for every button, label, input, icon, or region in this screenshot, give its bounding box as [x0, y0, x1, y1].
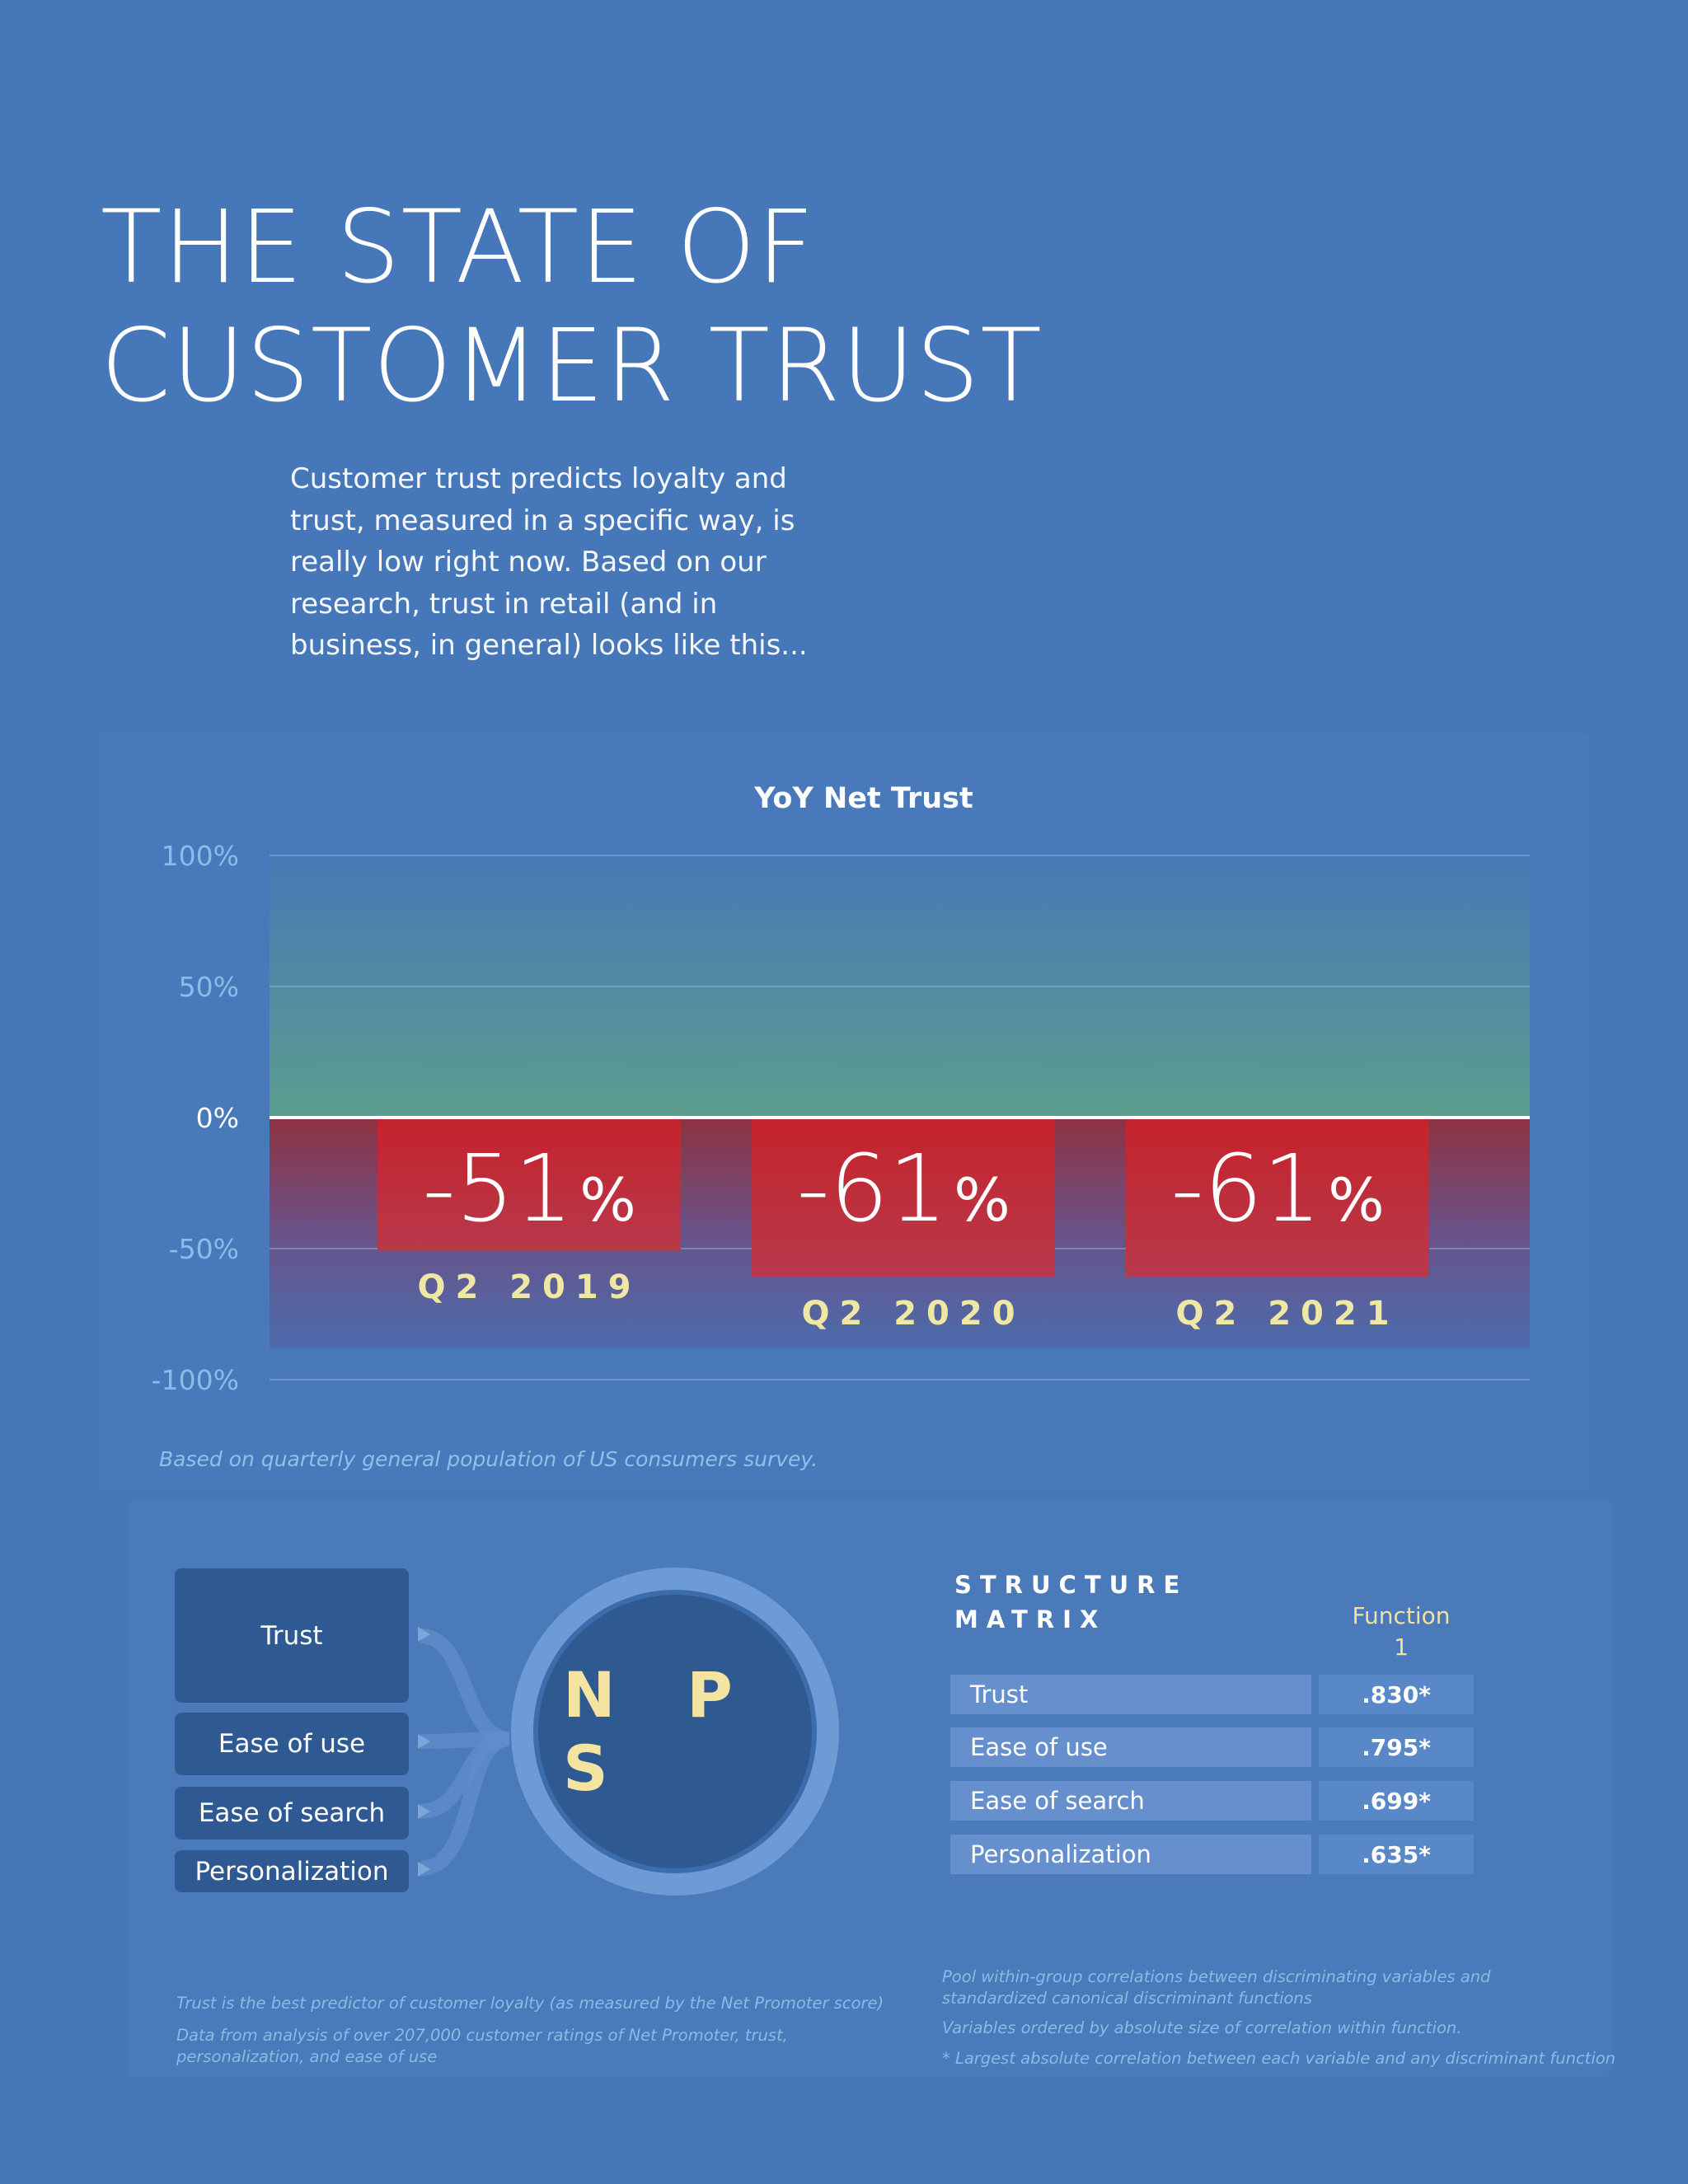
- bar-data-label-unit: %: [1328, 1165, 1384, 1235]
- y-tick-label: -50%: [169, 1233, 239, 1265]
- bar-data-label: -61%: [796, 1136, 1010, 1243]
- diagram-footnote-2: Data from analysis of over 207,000 custo…: [176, 2026, 788, 2066]
- bar-data-label-number: -61: [1170, 1136, 1321, 1243]
- matrix-row: Trust .830*: [950, 1675, 1474, 1714]
- flow-connectors: [419, 1629, 511, 1876]
- factor-ease-of-use: Ease of use: [175, 1713, 409, 1775]
- bar-data-label-unit: %: [579, 1165, 635, 1235]
- matrix-row: Ease of search .699*: [950, 1781, 1474, 1821]
- matrix-row-value: .830*: [1319, 1675, 1474, 1714]
- factor-personalization: Personalization: [175, 1850, 409, 1892]
- matrix-heading: STRUCTURE MATRIX: [954, 1568, 1188, 1637]
- chart-footnote: Based on quarterly general population of…: [159, 1447, 818, 1471]
- matrix-footnote-2: Variables ordered by absolute size of co…: [942, 2018, 1462, 2037]
- page-title-line-1: THE STATE OF: [101, 189, 816, 306]
- bar-data-label-unit: %: [954, 1165, 1010, 1235]
- bar: [377, 1119, 681, 1252]
- arrow-right-icon: [418, 1804, 430, 1819]
- factor-trust: Trust: [175, 1568, 409, 1703]
- matrix-row: Personalization .635*: [950, 1835, 1474, 1874]
- y-axis-ticks: 100% 50% 0% -50% -100%: [152, 840, 239, 1396]
- category-label: Q2 2019: [417, 1268, 640, 1306]
- matrix-footnote-3: * Largest absolute correlation between e…: [942, 2049, 1616, 2068]
- bar: [1126, 1119, 1429, 1277]
- matrix-row-label: Trust: [950, 1675, 1311, 1714]
- category-label: Q2 2020: [801, 1295, 1025, 1333]
- matrix-row-label: Ease of search: [950, 1781, 1311, 1821]
- bar: [752, 1119, 1055, 1277]
- y-tick-label: -100%: [152, 1364, 239, 1396]
- matrix-row-label: Ease of use: [950, 1727, 1311, 1767]
- arrow-right-icon: [418, 1734, 430, 1749]
- matrix-heading-line-2: MATRIX: [954, 1605, 1107, 1633]
- page-title: THE STATE OF CUSTOMER TRUST: [101, 188, 1043, 425]
- bars: -51 % Q2 2019 -61 % Q2 2020 -61 % Q2 2021: [377, 1119, 1429, 1333]
- bar-data-label-number: -61: [796, 1136, 947, 1243]
- arrow-right-icon: [418, 1862, 430, 1877]
- chart-title: YoY Net Trust: [753, 782, 973, 815]
- matrix-footnote-1: Pool within-group correlations between d…: [942, 1967, 1491, 2008]
- factor-trust-label: Trust: [260, 1620, 323, 1651]
- nps-circle: N P S: [533, 1590, 817, 1873]
- bar-data-label-number: -51: [422, 1136, 573, 1243]
- matrix-row: Ease of use .795*: [950, 1727, 1474, 1767]
- matrix-column-header-line-2: 1: [1394, 1633, 1409, 1661]
- factor-ease-of-use-label: Ease of use: [218, 1729, 366, 1759]
- matrix-column-header-line-1: Function: [1352, 1602, 1451, 1629]
- matrix-row-value: .795*: [1319, 1727, 1474, 1767]
- factor-personalization-label: Personalization: [195, 1856, 389, 1886]
- category-label: Q2 2021: [1175, 1295, 1399, 1333]
- matrix-column-header: Function 1: [1319, 1601, 1484, 1663]
- nps-label: N P S: [563, 1658, 757, 1805]
- matrix-row-value: .699*: [1319, 1781, 1474, 1821]
- y-tick-label: 0%: [196, 1102, 239, 1134]
- diagram-footnote-1: Trust is the best predictor of customer …: [176, 1994, 884, 2013]
- y-tick-label: 100%: [162, 840, 239, 872]
- arrow-right-icon: [418, 1627, 430, 1642]
- intro-paragraph: Customer trust predicts loyalty and trus…: [290, 462, 808, 662]
- net-trust-chart: YoY Net Trust 100% 50% 0% -50% -100% -51 % Q2 …: [152, 782, 1530, 1396]
- factor-ease-of-search: Ease of search: [175, 1787, 409, 1840]
- matrix-heading-line-1: STRUCTURE: [954, 1571, 1189, 1599]
- page-title-line-2: CUSTOMER TRUST: [101, 307, 1043, 424]
- matrix-row-label: Personalization: [950, 1835, 1311, 1874]
- factor-ease-of-search-label: Ease of search: [198, 1798, 386, 1828]
- matrix-row-value: .635*: [1319, 1835, 1474, 1874]
- y-tick-label: 50%: [179, 971, 239, 1003]
- bar-data-label: -61%: [1170, 1136, 1384, 1243]
- bar-data-label: -51%: [422, 1136, 635, 1243]
